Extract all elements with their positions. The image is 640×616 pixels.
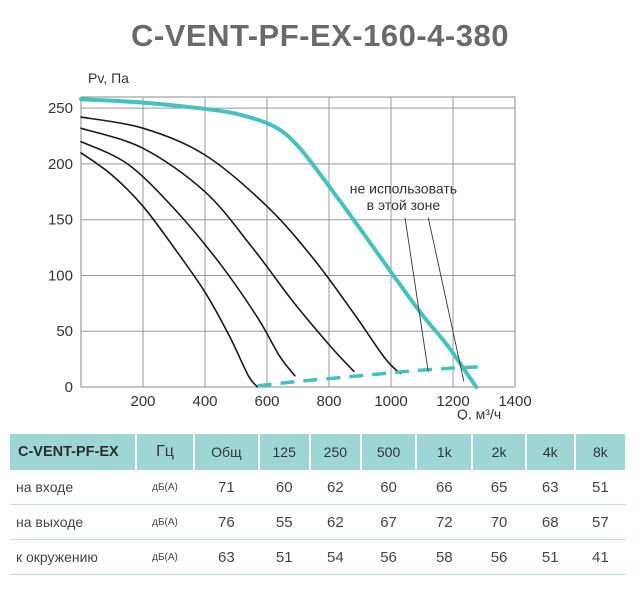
table-cell: 62	[309, 470, 361, 505]
y-tick-label: 50	[56, 323, 73, 340]
row-label: к окружению	[10, 539, 136, 575]
table-cell: 58	[416, 539, 473, 575]
table-cell: 60	[360, 470, 417, 505]
annotation-leader-line	[404, 217, 429, 372]
table-band-header: 1k	[416, 434, 474, 470]
table-cell: 41	[574, 539, 626, 575]
table-cell: 65	[472, 470, 526, 505]
table-row: к окружению дБ(А) 63 51 54 56 58 56 51 41	[10, 539, 626, 575]
x-tick-label: 400	[192, 393, 217, 410]
x-tick-label: 1000	[374, 393, 407, 410]
x-tick-label: 1400	[498, 393, 531, 410]
table-band-header: 2k	[472, 434, 527, 470]
series-line-3	[80, 127, 355, 373]
y-axis-label: Pv, Па	[88, 70, 129, 86]
row-unit: дБ(А)	[135, 504, 195, 540]
noise-table: C-VENT-PF-EX Гц Общ 125 250 500 1k 2k 4k 8k на вх…	[10, 434, 628, 575]
x-tick-label: 800	[316, 393, 341, 410]
annotation-text: в этой зоне	[367, 197, 441, 213]
table-cell: 66	[416, 470, 473, 505]
table-cell: 56	[360, 539, 417, 575]
table-cell: 51	[258, 539, 310, 575]
table-cell: 54	[309, 539, 361, 575]
table-band-header: 4k	[525, 434, 576, 470]
row-unit: дБ(А)	[135, 470, 195, 505]
table-cell: 68	[525, 504, 575, 540]
series-line-5	[79, 97, 479, 389]
table-header-row: C-VENT-PF-EX Гц Общ 125 250 500 1k 2k 4k 8k	[10, 434, 628, 470]
series-line-6	[257, 365, 478, 388]
table-row: на выходе дБ(А) 76 55 62 67 72 70 68 57	[10, 504, 626, 540]
row-label: на входе	[10, 470, 136, 505]
annotation-leader-line	[427, 217, 465, 382]
table-row: на входе дБ(А) 71 60 62 60 66 65 63 51	[10, 470, 626, 505]
table-cell: 63	[525, 470, 575, 505]
table-cell: 72	[416, 504, 473, 540]
table-band-header: 8k	[574, 434, 628, 470]
table-cell: 71	[194, 470, 259, 505]
y-tick-label: 150	[48, 212, 73, 229]
series-line-1	[80, 152, 259, 388]
table-cell: 63	[194, 539, 259, 575]
table-cell: 55	[258, 504, 310, 540]
table-hz-header: Гц	[135, 434, 196, 470]
page-title: C-VENT-PF-EX-160-4-380	[131, 18, 509, 53]
table-cell: 60	[258, 470, 310, 505]
row-unit: дБ(А)	[135, 539, 195, 575]
plot-frame	[80, 96, 516, 388]
table-model-header: C-VENT-PF-EX	[10, 434, 137, 470]
table-cell: 56	[472, 539, 526, 575]
table-cell: 76	[194, 504, 259, 540]
series-line-4	[80, 116, 402, 375]
table-cell: 57	[574, 504, 626, 540]
x-axis-label: Q, м³/ч	[457, 406, 501, 420]
x-tick-label: 200	[130, 393, 155, 410]
table-band-header: 250	[309, 434, 362, 470]
table-cell: 67	[360, 504, 417, 540]
x-tick-label: 1200	[436, 393, 469, 410]
table-cell: 62	[309, 504, 361, 540]
table-cell: 70	[472, 504, 526, 540]
table-cell: 51	[525, 539, 575, 575]
row-label: на выходе	[10, 504, 136, 540]
table-cell: 51	[574, 470, 626, 505]
fan-performance-chart: 200 400 600 800 1000 1200 1400050100150200250 …	[48, 70, 532, 420]
table-band-header: 125	[258, 434, 311, 470]
series-line-2	[80, 140, 296, 377]
y-tick-label: 250	[48, 100, 73, 117]
table-band-header: 500	[360, 434, 418, 470]
y-tick-label: 200	[48, 156, 73, 173]
y-tick-label: 0	[65, 379, 73, 396]
table-band-header: Общ	[194, 434, 260, 470]
x-tick-label: 600	[254, 393, 279, 410]
annotation-text: не использовать	[350, 180, 457, 196]
y-tick-label: 100	[48, 267, 73, 284]
